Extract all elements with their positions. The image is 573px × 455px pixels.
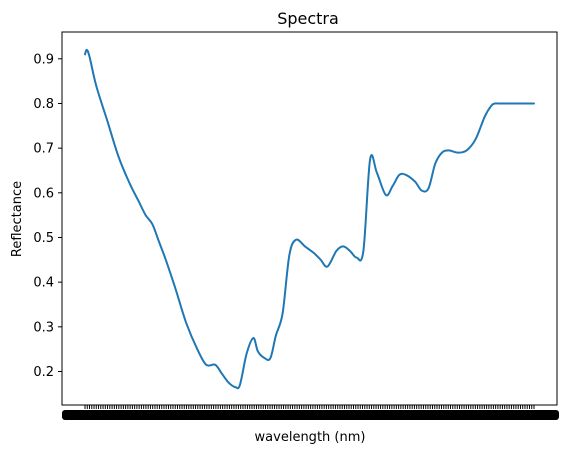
y-tick-label: 0.2: [33, 365, 54, 380]
reflectance-line: [84, 48, 535, 390]
x-tick-labels-overlapping: [62, 410, 559, 420]
y-tick-label: 0.5: [33, 231, 54, 246]
x-axis-label: wavelength (nm): [255, 430, 366, 445]
y-tick-label: 0.7: [33, 142, 54, 157]
chart-title: Spectra: [277, 9, 339, 28]
y-tick-label: 0.6: [33, 186, 54, 201]
plot-frame: [61, 31, 558, 406]
y-tick-label: 0.9: [33, 52, 54, 67]
y-tick-label: 0.8: [33, 97, 54, 112]
y-axis: 0.2 0.3 0.4 0.5 0.6 0.7 0.8 0.9: [33, 52, 62, 380]
y-tick-label: 0.4: [33, 276, 54, 291]
y-axis-label: Reflectance: [10, 181, 25, 257]
y-tick-label: 0.3: [33, 320, 54, 335]
x-axis: [62, 405, 559, 420]
